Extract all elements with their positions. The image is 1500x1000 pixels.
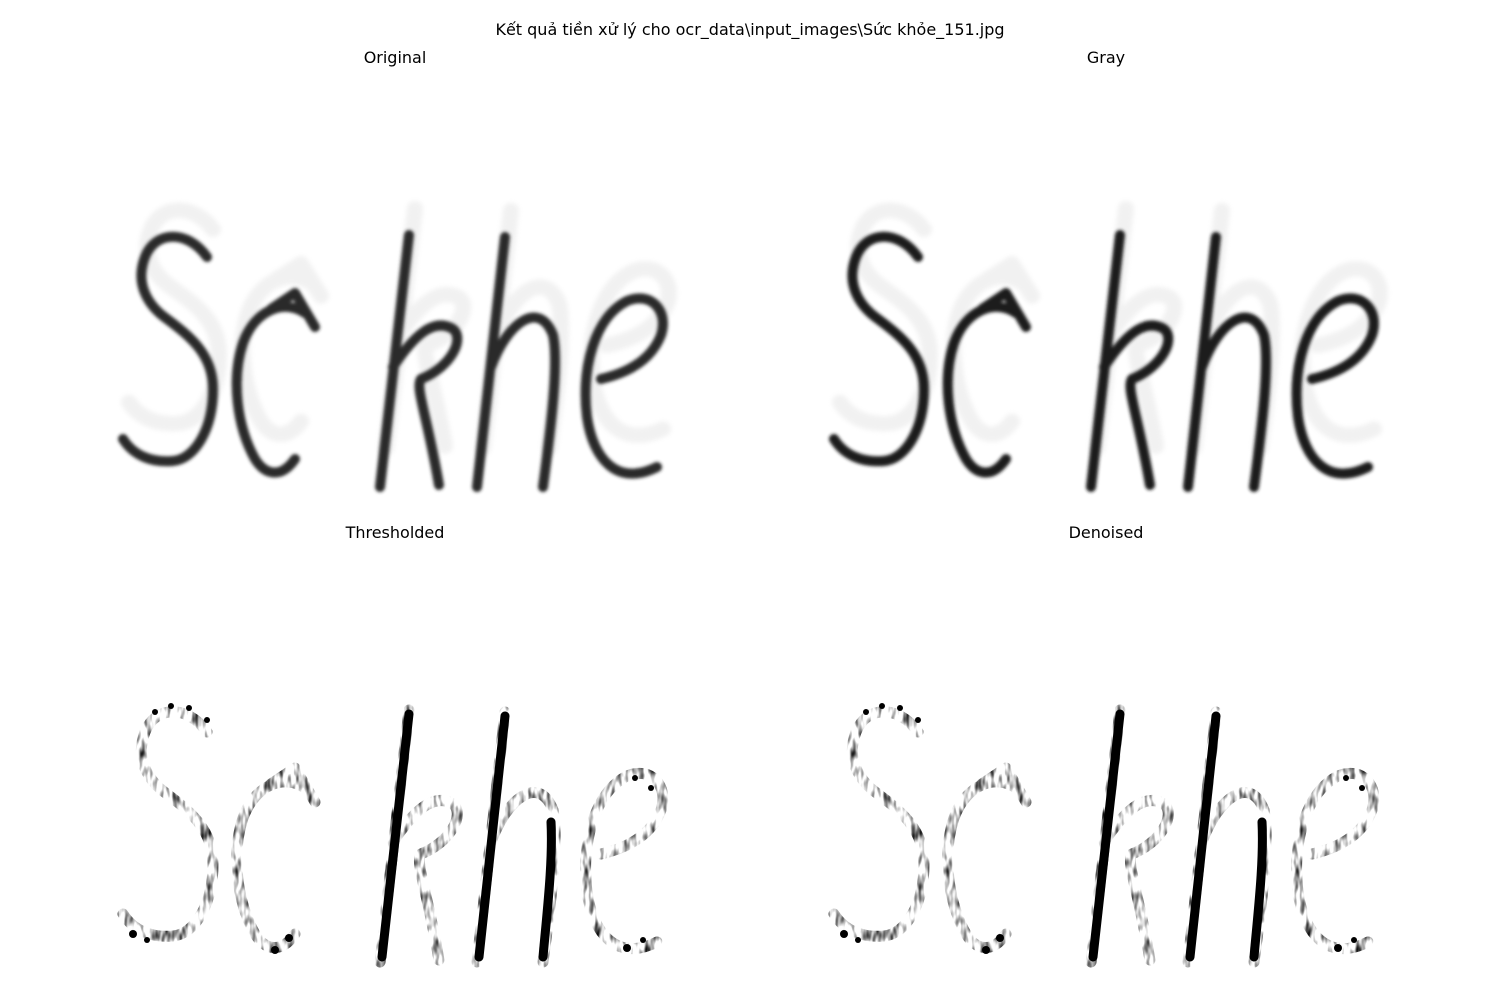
handwriting-image-thresholded (95, 542, 695, 977)
handwriting-image-denoised (806, 542, 1406, 977)
panel-title: Original (363, 48, 427, 67)
panel-title: Thresholded (345, 523, 445, 542)
handwriting-image-gray (806, 67, 1406, 502)
panel-title: Gray (1086, 48, 1126, 67)
panel-gray: Gray (806, 47, 1406, 502)
panel-gray-image (806, 67, 1406, 502)
panel-denoised-image (806, 542, 1406, 977)
panel-original: Original (95, 47, 695, 502)
panel-original-image (95, 67, 695, 502)
panel-title: Denoised (1068, 523, 1144, 542)
panel-thresholded: Thresholded (95, 522, 695, 977)
handwriting-image-original (95, 67, 695, 502)
figure-suptitle: Kết quả tiền xử lý cho ocr_data\input_im… (495, 20, 1005, 39)
panel-denoised: Denoised (806, 522, 1406, 977)
panel-thresholded-image (95, 542, 695, 977)
